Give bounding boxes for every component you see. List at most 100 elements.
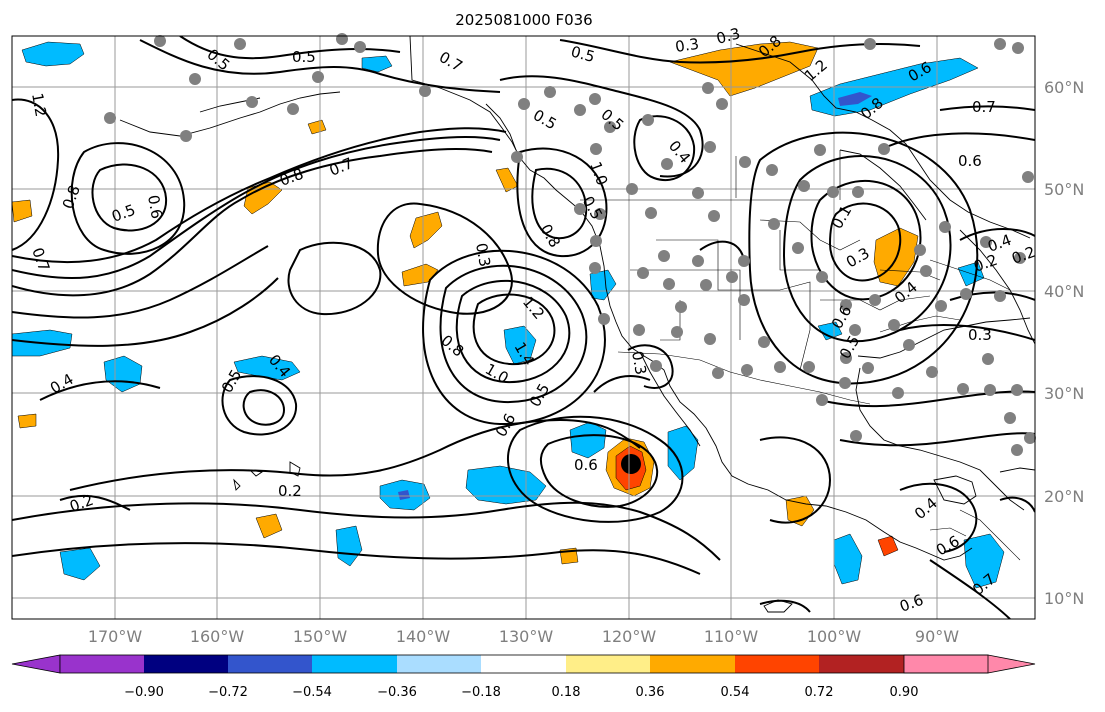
station-marker <box>939 221 951 233</box>
anomaly-negative <box>59 547 101 581</box>
station-marker <box>574 203 586 215</box>
station-marker <box>766 164 778 176</box>
station-marker <box>994 290 1006 302</box>
anomaly-positive <box>877 535 899 557</box>
colorbar-tick-label: 0.18 <box>552 685 581 700</box>
station-marker <box>246 96 258 108</box>
colorbar-tick-label: −0.54 <box>292 685 332 700</box>
contour-label: 0.3 <box>968 326 992 344</box>
longitude-label: 150°W <box>293 627 348 646</box>
colorbar-extend-high <box>903 654 1036 674</box>
contour-layer <box>12 36 1035 619</box>
station-marker <box>594 208 606 220</box>
station-marker <box>840 352 852 364</box>
contour-label: 0.5 <box>292 48 316 66</box>
station-marker <box>1022 171 1034 183</box>
anomaly-negative <box>667 425 699 481</box>
station-marker <box>708 210 720 222</box>
contour-label: 0.2 <box>278 482 302 500</box>
station-marker <box>663 278 675 290</box>
station-marker <box>336 33 348 45</box>
station-marker <box>738 255 750 267</box>
colorbar-segment <box>819 655 904 673</box>
station-marker <box>935 300 947 312</box>
colorbar-segment <box>60 655 144 673</box>
station-marker <box>604 121 616 133</box>
station-marker <box>827 186 839 198</box>
anomaly-positive <box>307 119 327 135</box>
station-marker <box>920 265 932 277</box>
contour-label: 0.6 <box>958 152 982 170</box>
station-marker <box>590 143 602 155</box>
anomaly-negative <box>233 355 301 381</box>
station-marker <box>739 156 751 168</box>
station-marker <box>960 288 972 300</box>
anomaly-positive <box>409 211 443 249</box>
colorbar-segment <box>228 655 312 673</box>
station-marker <box>589 262 601 274</box>
station-marker <box>982 353 994 365</box>
longitude-label: 90°W <box>915 627 959 646</box>
station-marker <box>704 333 716 345</box>
station-marker <box>839 377 851 389</box>
station-marker <box>741 364 753 376</box>
station-marker <box>849 324 861 336</box>
anomaly-negative <box>963 533 1005 589</box>
station-markers <box>104 33 1036 456</box>
station-marker <box>287 103 299 115</box>
contour-label: 0.3 <box>628 350 650 377</box>
anomaly-positive <box>17 413 37 429</box>
colorbar-tick-label: −0.36 <box>377 685 417 700</box>
anomaly-negative <box>361 55 393 73</box>
station-marker <box>1004 412 1016 424</box>
colorbar-segment <box>144 655 228 673</box>
colorbar-tick-label: −0.72 <box>208 685 248 700</box>
station-marker <box>712 367 724 379</box>
colorbar-segment <box>397 655 481 673</box>
anomaly-negative-core <box>398 490 410 500</box>
station-marker <box>816 394 828 406</box>
station-marker <box>671 326 683 338</box>
station-marker <box>716 98 728 110</box>
colorbar: −0.90 −0.72 −0.54 −0.36 −0.18 0.18 0.36 … <box>11 654 1036 700</box>
station-marker <box>700 279 712 291</box>
station-marker <box>1014 252 1026 264</box>
longitude-label: 110°W <box>704 627 759 646</box>
station-marker <box>574 104 586 116</box>
station-marker <box>702 82 714 94</box>
graticule <box>12 36 1035 619</box>
station-marker <box>598 313 610 325</box>
map-frame <box>11 35 1036 620</box>
longitude-label: 130°W <box>499 627 554 646</box>
anomaly-negative <box>21 41 85 67</box>
cyclone-center-marker <box>621 454 641 474</box>
contour-label: 0.6 <box>574 456 598 474</box>
station-marker <box>852 186 864 198</box>
station-marker <box>1024 432 1036 444</box>
contour-label: 0.6 <box>144 194 166 221</box>
station-marker <box>590 235 602 247</box>
station-marker <box>419 85 431 97</box>
station-marker <box>878 143 890 155</box>
station-marker <box>980 236 992 248</box>
station-marker <box>637 267 649 279</box>
station-marker <box>869 294 881 306</box>
colorbar-extend-low <box>11 654 61 674</box>
station-marker <box>1011 444 1023 456</box>
longitude-label: 170°W <box>88 627 143 646</box>
colorbar-tick-label: −0.90 <box>124 685 164 700</box>
anomaly-positive <box>12 199 33 223</box>
station-marker <box>850 430 862 442</box>
longitude-label: 120°W <box>602 627 657 646</box>
colorbar-tick-label: 0.36 <box>636 685 665 700</box>
station-marker <box>774 361 786 373</box>
station-marker <box>650 360 662 372</box>
contour-label: 1.2 <box>28 92 50 119</box>
station-marker <box>234 38 246 50</box>
station-marker <box>661 158 673 170</box>
station-marker <box>675 301 687 313</box>
latitude-label: 50°N <box>1044 180 1084 199</box>
station-marker <box>862 362 874 374</box>
station-marker <box>1012 42 1024 54</box>
